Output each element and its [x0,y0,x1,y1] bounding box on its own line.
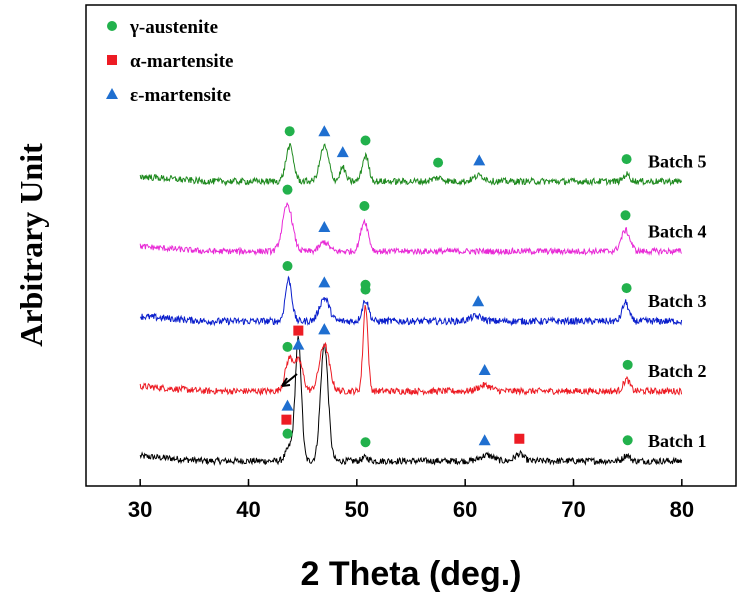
legend-label: α-martensite [130,51,233,72]
gamma-austenite-marker [620,210,631,221]
x-axis-ticks: 30 40 50 60 70 80 [128,479,694,522]
gamma-austenite-marker [621,154,632,165]
epsilon-martensite-marker [281,399,294,411]
annotation-arrowhead [281,377,291,387]
epsilon-martensite-marker [473,154,486,166]
gamma-austenite-marker [433,157,444,168]
batch-label: Batch 1 [648,431,707,451]
epsilon-martensite-marker [336,146,349,158]
series-layer [139,143,683,467]
gamma-austenite-marker [360,437,371,448]
y-axis-title: Arbitrary Unit [13,143,49,347]
alpha-martensite-marker [293,325,304,336]
x-tick-label: 70 [561,497,585,522]
gamma-austenite-marker [621,283,632,294]
epsilon-martensite-marker [318,276,331,288]
x-tick-label: 40 [236,497,260,522]
plot-frame [85,4,737,487]
legend-label: γ-austenite [129,17,218,38]
epsilon-martensite-marker [318,220,331,232]
epsilon-martensite-marker [318,125,331,137]
gamma-austenite-marker [282,428,293,439]
series-line-batch-4 [139,202,682,257]
x-tick-label: 60 [453,497,477,522]
gamma-austenite-marker [360,279,371,290]
epsilon-martensite-marker [292,338,305,350]
batch-label: Batch 3 [648,291,707,311]
gamma-austenite-marker [622,359,633,370]
gamma-austenite-marker [107,21,117,31]
x-axis-title: 2 Theta (deg.) [300,555,521,593]
epsilon-martensite-marker [472,295,485,307]
gamma-austenite-marker [360,135,371,146]
alpha-martensite-marker [514,433,525,444]
alpha-martensite-marker [107,55,117,65]
epsilon-martensite-marker [478,364,491,376]
epsilon-martensite-marker [106,88,118,99]
epsilon-martensite-marker [318,323,331,335]
alpha-martensite-marker [281,414,292,425]
series-line-batch-2 [139,304,683,397]
series-line-batch-1 [139,335,683,467]
batch-label: Batch 5 [648,151,707,171]
gamma-austenite-marker [282,184,293,195]
batch-labels: Batch 1 Batch 2 Batch 3 Batch 4 Batch 5 [648,151,707,451]
batch-label: Batch 4 [648,221,707,241]
x-tick-label: 80 [670,497,694,522]
series-line-batch-5 [139,143,683,187]
gamma-austenite-marker [284,126,295,137]
gamma-austenite-marker [359,200,370,211]
batch-label: Batch 2 [648,361,707,381]
legend: γ-austenite α-martensite ε-martensite [106,17,233,106]
marker-layer [281,125,633,448]
x-tick-label: 30 [128,497,152,522]
series-line-batch-3 [139,275,683,327]
legend-label: ε-martensite [130,85,231,106]
gamma-austenite-marker [282,261,293,272]
gamma-austenite-marker [622,435,633,446]
x-tick-label: 50 [345,497,369,522]
gamma-austenite-marker [282,341,293,352]
epsilon-martensite-marker [478,434,491,446]
